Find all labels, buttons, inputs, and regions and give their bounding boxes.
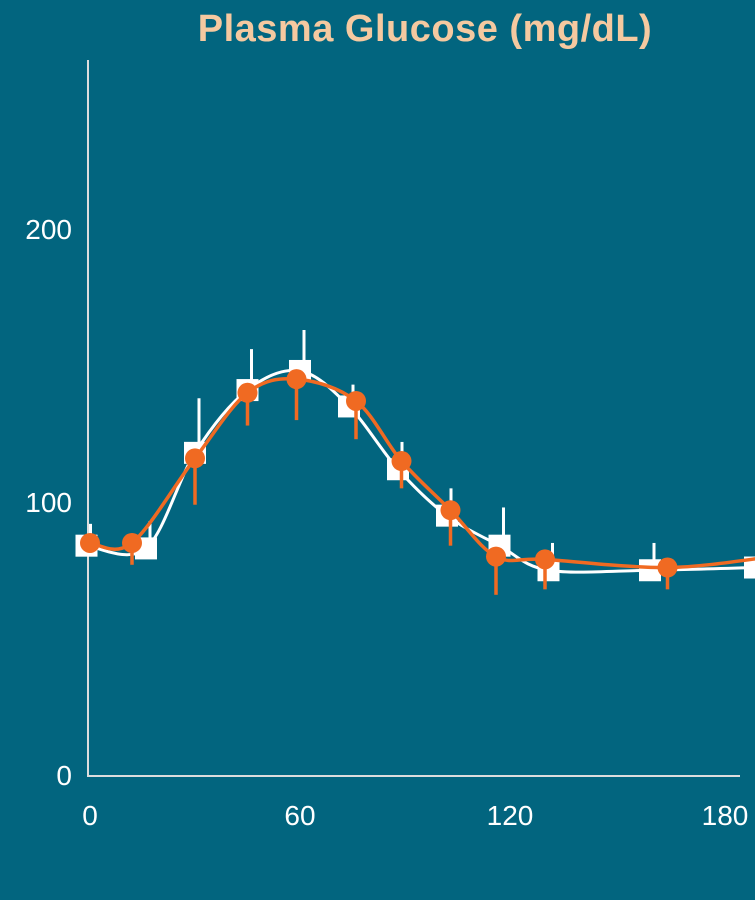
circle-marker [122, 532, 142, 553]
circle-marker [391, 451, 412, 472]
square-marker [744, 556, 755, 579]
tick-labels: 0 100 200 0 60 120 180 [25, 214, 748, 831]
circle-marker [286, 369, 307, 390]
circle-marker [346, 390, 366, 411]
series-line [89, 377, 755, 570]
x-tick-label: 120 [487, 800, 534, 831]
circle-marker [657, 557, 678, 578]
circle-marker [185, 448, 205, 469]
series-square [75, 330, 755, 582]
circle-marker [535, 549, 555, 570]
y-tick-label: 100 [25, 487, 72, 518]
circle-marker [486, 546, 506, 567]
axes [87, 60, 740, 777]
y-tick-label: 0 [56, 760, 72, 791]
series-group [75, 330, 755, 595]
y-tick-label: 200 [25, 214, 72, 245]
chart-title: Plasma Glucose (mg/dL) [197, 8, 653, 50]
circle-marker [440, 500, 461, 521]
circle-marker [80, 532, 100, 553]
x-tick-label: 60 [284, 800, 315, 831]
circle-marker [237, 382, 258, 403]
square-marker [639, 559, 661, 582]
series-circle [80, 369, 755, 595]
x-tick-label: 180 [702, 800, 749, 831]
x-tick-label: 0 [82, 800, 98, 831]
